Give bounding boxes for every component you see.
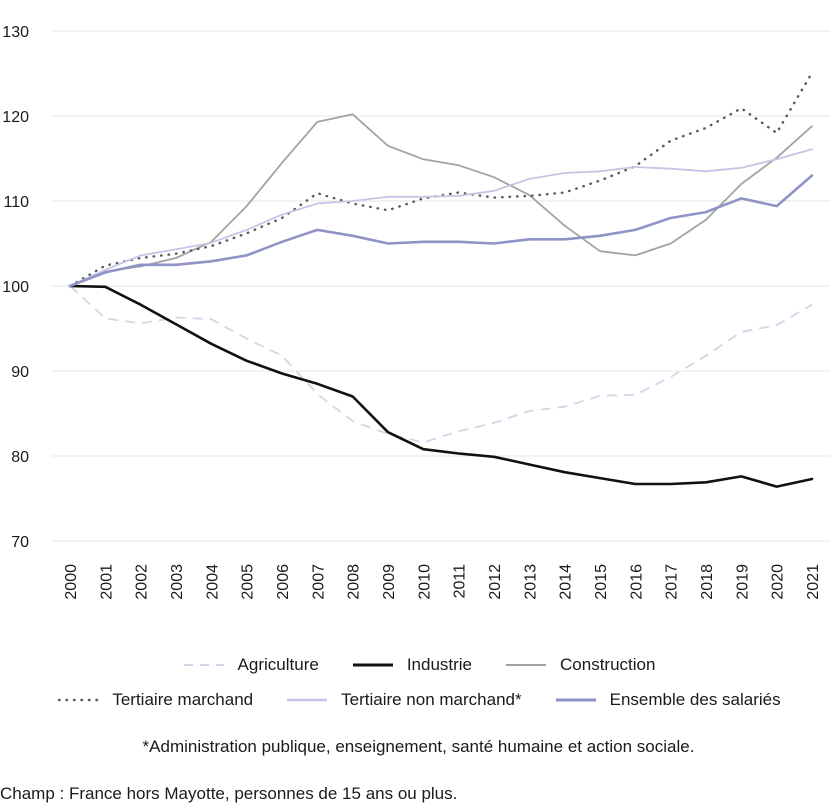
legend-label-tertiaire-non-marchand: Tertiaire non marchand* xyxy=(341,690,522,709)
legend-label-tertiaire-marchand: Tertiaire marchand xyxy=(112,690,254,709)
legend-swatch-agriculture xyxy=(183,664,224,666)
x-tick-label-2015: 2015 xyxy=(593,564,610,600)
footnote: *Administration publique, enseignement, … xyxy=(142,737,695,756)
legend-item-agriculture: Agriculture xyxy=(182,655,319,675)
x-tick-label-2013: 2013 xyxy=(522,564,539,600)
x-tick-label-2008: 2008 xyxy=(346,564,363,600)
x-tick-label-2009: 2009 xyxy=(381,564,398,600)
x-tick-label-2007: 2007 xyxy=(310,564,327,600)
y-tick-label-70: 70 xyxy=(11,534,29,551)
x-tick-label-2019: 2019 xyxy=(734,564,751,600)
x-tick-label-2002: 2002 xyxy=(134,564,151,600)
y-tick-label-100: 100 xyxy=(2,279,29,296)
y-tick-label-130: 130 xyxy=(2,24,29,41)
legend-label-industrie: Industrie xyxy=(406,655,473,674)
legend-item-tertiaire-non-marchand: Tertiaire non marchand* xyxy=(285,690,522,710)
series-line-agriculture xyxy=(69,285,813,444)
series-line-tertiaire-marchand xyxy=(68,71,814,288)
legend-item-ensemble-des-salaries: Ensemble des salariés xyxy=(554,690,781,710)
legend-swatch-tertiaire-marchand xyxy=(58,698,100,702)
legend-item-tertiaire-marchand: Tertiaire marchand xyxy=(56,690,253,710)
series-line-tertiaire-non-marchand xyxy=(69,148,813,287)
legend-swatch-tertiaire-non-marchand xyxy=(287,698,328,702)
y-tick-label-120: 120 xyxy=(2,109,29,126)
legend-label-ensemble-des-salaries: Ensemble des salariés xyxy=(609,690,781,709)
legend-row-1: Agriculture Industrie Construction xyxy=(0,655,837,675)
y-axis-ticks: 70 80 90 100 110 120 130 xyxy=(2,24,29,551)
x-tick-label-2021: 2021 xyxy=(805,564,822,600)
legend-swatch-industrie xyxy=(352,663,393,667)
x-tick-label-2005: 2005 xyxy=(240,564,257,600)
series-lines xyxy=(68,71,814,488)
series-line-ensemble-des-salariés xyxy=(68,174,814,288)
legend-item-industrie: Industrie xyxy=(351,655,472,675)
y-tick-label-110: 110 xyxy=(3,194,29,211)
source-note: Champ : France hors Mayotte, personnes d… xyxy=(0,784,458,803)
x-tick-label-2016: 2016 xyxy=(628,564,645,600)
x-tick-label-2000: 2000 xyxy=(63,564,80,600)
y-tick-label-80: 80 xyxy=(11,449,29,466)
x-tick-label-2014: 2014 xyxy=(558,564,575,600)
x-tick-label-2006: 2006 xyxy=(275,564,292,600)
x-tick-label-2001: 2001 xyxy=(98,564,115,600)
x-tick-label-2017: 2017 xyxy=(664,564,681,600)
x-tick-label-2018: 2018 xyxy=(699,564,716,600)
legend-row-2: Tertiaire marchand Tertiaire non marchan… xyxy=(0,690,837,710)
legend-swatch-construction xyxy=(506,664,547,666)
y-tick-label-90: 90 xyxy=(11,364,29,381)
x-tick-label-2020: 2020 xyxy=(770,564,787,600)
x-tick-label-2003: 2003 xyxy=(169,564,186,600)
legend-label-agriculture: Agriculture xyxy=(237,655,319,674)
x-tick-label-2012: 2012 xyxy=(487,564,504,600)
legend-item-construction: Construction xyxy=(504,655,655,675)
series-line-industrie xyxy=(68,284,814,488)
x-tick-label-2004: 2004 xyxy=(204,564,221,600)
x-tick-label-2011: 2011 xyxy=(452,564,469,599)
legend-label-construction: Construction xyxy=(560,655,656,674)
grid xyxy=(52,30,830,542)
series-line-construction xyxy=(69,113,813,287)
x-axis-ticks: 2000 2001 2002 2003 2004 2005 2006 2007 2008 2009… xyxy=(63,564,822,600)
x-tick-label-2010: 2010 xyxy=(416,564,433,600)
legend-swatch-ensemble-des-salaries xyxy=(555,698,596,702)
